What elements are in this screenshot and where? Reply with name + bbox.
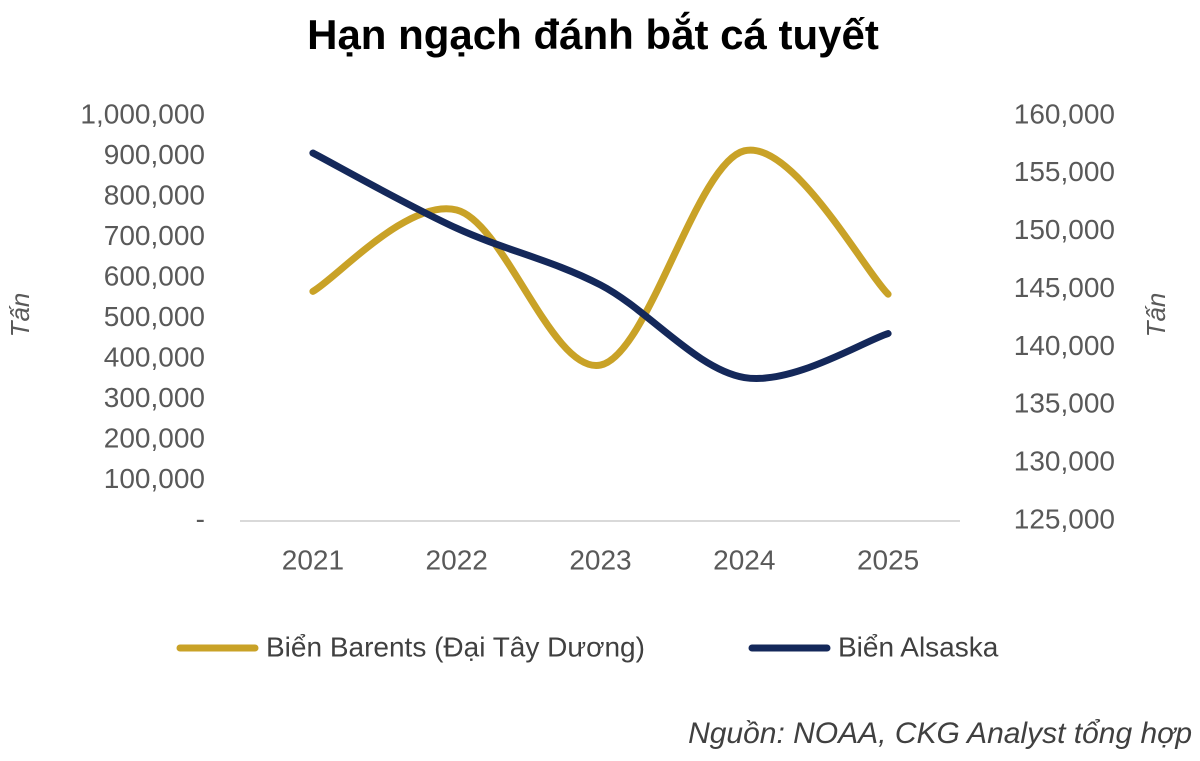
y-axis-title: Tấn — [5, 293, 35, 338]
legend-label: Biển Alsaska — [838, 631, 999, 662]
y-tick-label: 200,000 — [104, 422, 205, 453]
legend-label: Biển Barents (Đại Tây Dương) — [266, 631, 645, 662]
x-tick-label: 2025 — [857, 544, 919, 575]
y2-tick-label: 155,000 — [1014, 156, 1115, 187]
y-tick-label: 100,000 — [104, 463, 205, 494]
series-line — [309, 146, 892, 369]
y2-axis-title: Tấn — [1141, 293, 1171, 338]
y-tick-label: 1,000,000 — [80, 98, 205, 129]
x-tick-label: 2022 — [426, 544, 488, 575]
y-tick-label: 400,000 — [104, 341, 205, 372]
y-tick-label: 300,000 — [104, 382, 205, 413]
y-tick-label: 800,000 — [104, 179, 205, 210]
x-tick-label: 2024 — [713, 544, 775, 575]
y2-tick-label: 125,000 — [1014, 503, 1115, 534]
y-tick-label: 500,000 — [104, 301, 205, 332]
chart-title: Hạn ngạch đánh bắt cá tuyết — [307, 10, 879, 58]
y2-tick-label: 135,000 — [1014, 388, 1115, 419]
y-tick-label: 900,000 — [104, 139, 205, 170]
y2-tick-label: 140,000 — [1014, 330, 1115, 361]
y2-tick-label: 145,000 — [1014, 272, 1115, 303]
y2-tick-label: 150,000 — [1014, 214, 1115, 245]
source-note: Nguồn: NOAA, CKG Analyst tổng hợp — [688, 717, 1192, 750]
y2-tick-label: 160,000 — [1014, 98, 1115, 129]
x-tick-label: 2023 — [569, 544, 631, 575]
series-line — [309, 149, 892, 382]
y2-tick-label: 130,000 — [1014, 446, 1115, 477]
y-tick-label: - — [196, 503, 205, 534]
x-tick-label: 2021 — [282, 544, 344, 575]
y-tick-label: 700,000 — [104, 220, 205, 251]
y-tick-label: 600,000 — [104, 260, 205, 291]
